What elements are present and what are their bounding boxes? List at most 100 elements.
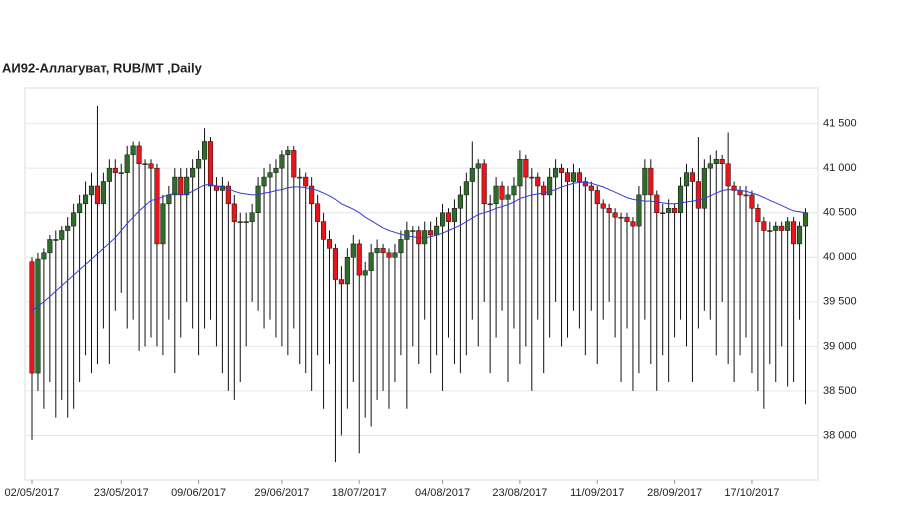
candle-body [654, 194, 660, 213]
candle-body [315, 203, 321, 222]
x-tick-label: 28/09/2017 [647, 487, 702, 499]
candle-body [630, 221, 636, 227]
candle-body [564, 172, 571, 182]
candle-body [719, 159, 725, 164]
candle-body [535, 176, 541, 187]
candle-body [112, 167, 118, 173]
candle-body [797, 225, 803, 245]
candle-body [767, 230, 773, 232]
candle-body [636, 194, 642, 227]
candle-body [428, 230, 434, 236]
x-tick-label: 23/08/2017 [492, 487, 547, 499]
candle-body [511, 185, 517, 196]
candle-body [207, 141, 214, 187]
candle-body [576, 172, 582, 182]
candle-body [660, 212, 666, 214]
candle-body [94, 185, 101, 205]
candle-body [570, 172, 577, 182]
candle-body [678, 185, 684, 213]
candle-body [106, 167, 112, 182]
candle-body [118, 172, 124, 174]
candle-body [493, 185, 499, 205]
candle-body [225, 185, 231, 205]
candle-body [440, 212, 446, 227]
candle-body [172, 176, 178, 196]
x-tick-label: 18/07/2017 [332, 487, 387, 499]
candle-body [35, 258, 41, 374]
candle-body [386, 252, 392, 258]
candle-body [291, 150, 297, 178]
candle-body [481, 163, 487, 205]
candle-body [463, 181, 469, 196]
candle-body [707, 163, 713, 169]
y-tick-label: 38 500 [823, 385, 857, 397]
candle-body [594, 190, 600, 205]
candle-body [689, 172, 696, 182]
candle-body [41, 252, 47, 260]
candle-body [88, 185, 95, 196]
candle-body [130, 145, 136, 156]
chart-title: АИ92-Аллагуват, RUB/MT ,Daily [2, 60, 203, 75]
candle-body [332, 248, 338, 280]
candle-body [505, 194, 511, 200]
candle-body [785, 221, 791, 231]
candle-body [326, 239, 333, 249]
candle-body [53, 239, 59, 241]
candle-body [547, 176, 553, 196]
candle-body [600, 203, 606, 209]
y-tick-label: 41 500 [823, 118, 857, 130]
candle-body [196, 159, 202, 169]
candle-body [451, 208, 457, 222]
candle-body [582, 181, 588, 187]
candle-body [559, 167, 565, 173]
candle-body [749, 194, 755, 209]
candle-body [648, 167, 654, 196]
x-tick-label: 29/06/2017 [254, 487, 309, 499]
candle-body [398, 239, 404, 254]
candle-body [445, 212, 452, 222]
y-tick-label: 38 000 [823, 429, 857, 441]
candle-body [755, 208, 761, 222]
candle-body [29, 261, 35, 374]
candle-body [100, 181, 106, 205]
moving-average [31, 181, 806, 312]
candle-body [83, 194, 89, 205]
candle-body [499, 185, 505, 200]
candle-body [77, 203, 83, 213]
candle-body [338, 279, 344, 285]
candle-body [606, 208, 612, 213]
candle-body [374, 248, 380, 254]
candle-body [392, 252, 398, 258]
candle-body [261, 176, 267, 187]
candle-body [255, 185, 261, 213]
candle-body [773, 225, 779, 231]
candle-body [124, 154, 130, 173]
candle-body [683, 172, 690, 187]
candle-body [642, 167, 648, 196]
candle-body [695, 181, 701, 209]
candle-body [523, 159, 529, 178]
candle-body [779, 225, 785, 231]
candle-body [344, 257, 350, 285]
candle-body [321, 221, 327, 240]
candle-body [136, 145, 142, 164]
candle-body [219, 185, 225, 191]
candle-body [243, 221, 249, 223]
candle-body [588, 185, 594, 191]
candle-body [457, 194, 463, 209]
candle-body [160, 203, 166, 245]
x-tick-label: 11/09/2017 [570, 487, 624, 499]
candle-body [761, 221, 767, 231]
candle-body [231, 203, 237, 222]
candle-body [178, 176, 184, 196]
candle-body [624, 216, 630, 222]
candle-body [249, 212, 255, 222]
candle-body [202, 141, 208, 160]
candle-body [743, 194, 749, 197]
candle-body [65, 225, 71, 231]
x-tick-label: 04/08/2017 [415, 487, 470, 499]
candle-body [725, 163, 731, 187]
candle-body [731, 185, 737, 191]
y-tick-label: 39 000 [823, 340, 857, 352]
